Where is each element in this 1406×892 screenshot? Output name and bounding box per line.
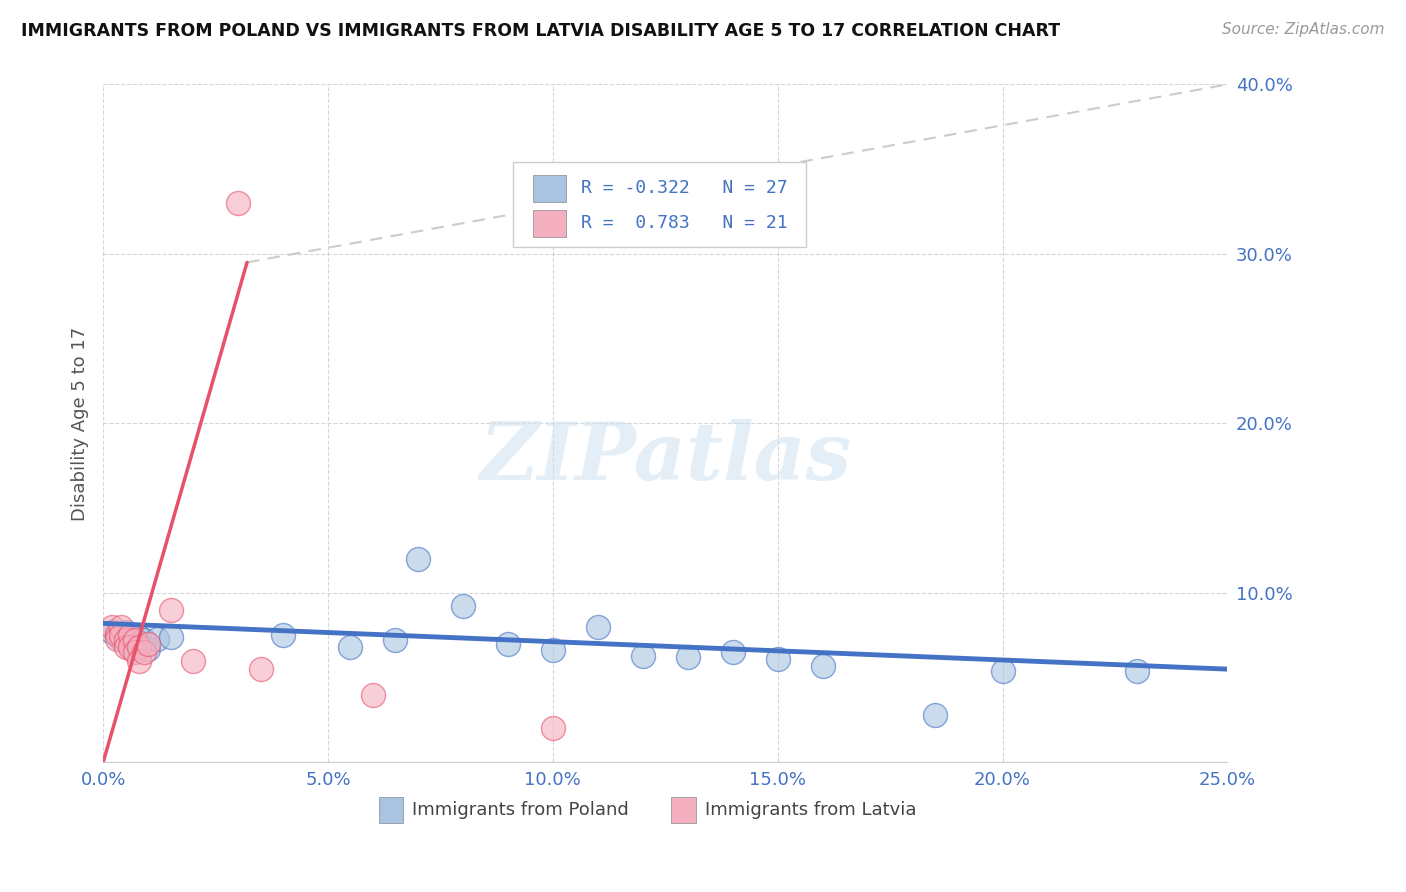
Point (132, 633, 155, 648)
Point (110, 632, 132, 646)
Point (128, 640, 150, 654)
Point (124, 640, 146, 654)
Point (114, 640, 136, 654)
Point (924, 707, 946, 722)
Bar (378, 797, 404, 822)
Point (101, 624, 124, 639)
Point (766, 652, 789, 666)
Point (124, 633, 146, 648)
Text: IMMIGRANTS FROM POLAND VS IMMIGRANTS FROM LATVIA DISABILITY AGE 5 TO 17 CORRELAT: IMMIGRANTS FROM POLAND VS IMMIGRANTS FRO… (21, 22, 1060, 40)
Point (159, 630, 181, 644)
Point (1126, 664, 1149, 678)
Point (136, 641, 159, 656)
Point (339, 640, 361, 654)
Bar (671, 797, 696, 822)
Point (110, 628, 132, 642)
Point (132, 645, 155, 659)
Point (120, 633, 142, 648)
Point (128, 654, 150, 668)
Point (159, 603, 181, 617)
Y-axis label: Disability Age 5 to 17: Disability Age 5 to 17 (72, 326, 89, 521)
Point (451, 599, 474, 614)
Point (271, 628, 294, 642)
Point (114, 633, 136, 648)
Point (384, 633, 406, 648)
Point (105, 628, 128, 642)
Point (124, 645, 146, 659)
Bar (533, 210, 567, 237)
Point (541, 643, 564, 657)
Point (406, 552, 429, 566)
Text: R =  0.783   N = 21: R = 0.783 N = 21 (581, 214, 787, 233)
Point (249, 662, 271, 676)
Point (105, 632, 128, 646)
Point (114, 624, 136, 639)
Point (541, 722, 564, 736)
FancyBboxPatch shape (513, 162, 806, 247)
Text: Source: ZipAtlas.com: Source: ZipAtlas.com (1222, 22, 1385, 37)
Point (676, 650, 699, 665)
Text: Immigrants from Poland: Immigrants from Poland (412, 801, 628, 819)
Text: ZIPatlas: ZIPatlas (479, 418, 851, 496)
Text: R = -0.322   N = 27: R = -0.322 N = 27 (581, 179, 787, 197)
Point (128, 630, 150, 644)
Point (110, 620, 132, 634)
Point (226, 196, 249, 211)
Point (991, 664, 1014, 678)
Bar (533, 175, 567, 202)
Point (136, 637, 159, 651)
Point (146, 632, 169, 646)
Point (120, 640, 142, 654)
Point (586, 620, 609, 634)
Point (721, 645, 744, 659)
Point (496, 637, 519, 651)
Point (101, 620, 124, 634)
Point (120, 628, 142, 642)
Point (811, 658, 834, 673)
Point (361, 688, 384, 702)
Point (181, 654, 204, 668)
Text: Immigrants from Latvia: Immigrants from Latvia (704, 801, 917, 819)
Point (631, 648, 654, 663)
Point (105, 626, 128, 640)
